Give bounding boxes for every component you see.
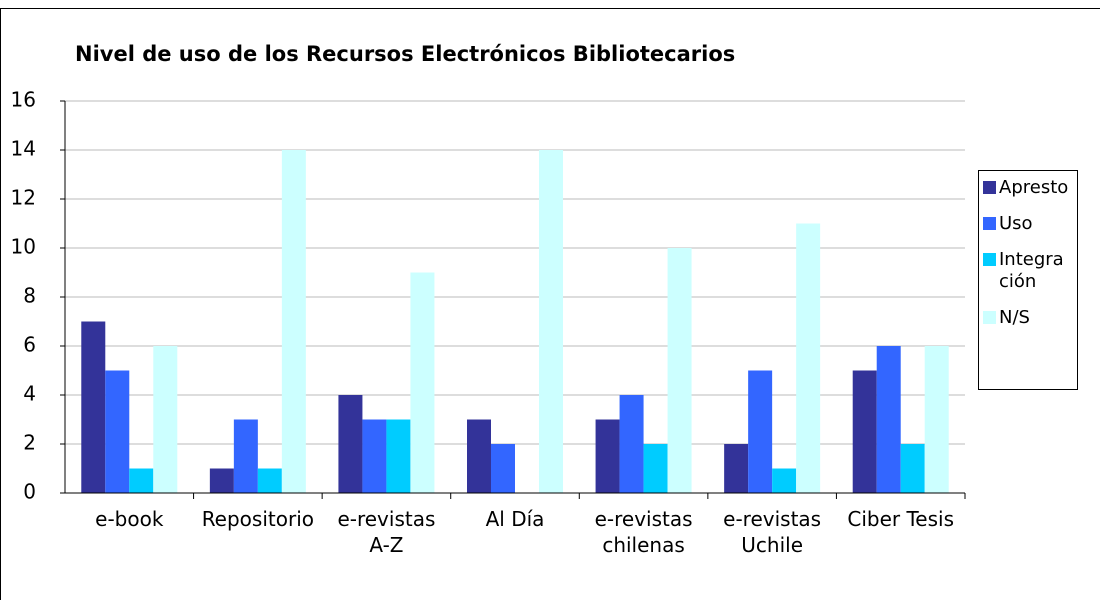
x-tick-label: e-book — [95, 507, 164, 531]
bar — [539, 150, 563, 493]
legend-label: N/S — [999, 307, 1030, 328]
bar — [724, 444, 749, 493]
y-tick-label: 2 — [23, 431, 36, 455]
legend-swatch — [983, 253, 996, 266]
x-tick-label: Ciber Tesis — [847, 507, 955, 531]
bar — [852, 370, 877, 493]
legend-swatch — [983, 311, 996, 324]
bar — [643, 444, 668, 493]
bar — [257, 468, 282, 493]
legend-item: Apresto — [983, 177, 1073, 199]
bar — [386, 419, 411, 493]
bar — [667, 248, 692, 493]
bar — [338, 395, 363, 493]
bar — [491, 444, 515, 493]
legend: Apresto Uso Integración N/S — [978, 170, 1078, 390]
bar — [595, 419, 620, 493]
y-tick-label: 12 — [11, 186, 36, 210]
legend-item: Uso — [983, 213, 1073, 235]
legend-swatch — [983, 217, 996, 230]
bar — [153, 346, 178, 493]
y-tick-label: 8 — [23, 284, 36, 308]
bar — [81, 321, 106, 493]
x-tick-label: Repositorio — [201, 507, 314, 531]
bar — [876, 346, 901, 493]
y-tick-label: 6 — [23, 333, 36, 357]
bar — [772, 468, 797, 493]
frame — [0, 8, 1100, 600]
bar — [924, 346, 949, 493]
x-tick-label: e-revistas A-Z — [337, 507, 436, 557]
y-tick-label: 4 — [23, 382, 36, 406]
bar — [281, 150, 306, 493]
y-tick-label: 14 — [11, 137, 36, 161]
legend-label: Uso — [999, 213, 1033, 234]
bar — [900, 444, 925, 493]
bar — [233, 419, 258, 493]
bar — [129, 468, 154, 493]
legend-item: Integración — [983, 249, 1073, 293]
bar — [619, 395, 644, 493]
legend-label: Apresto — [999, 177, 1069, 198]
x-tick-label: e-revistas Uchile — [723, 507, 822, 557]
bar — [209, 468, 234, 493]
chart-title: Nivel de uso de los Recursos Electrónico… — [75, 42, 736, 66]
bar — [796, 223, 821, 493]
x-tick-label: Al Día — [485, 507, 545, 531]
y-tick-label: 0 — [23, 480, 36, 504]
x-tick-label: e-revistas chilenas — [594, 507, 693, 557]
legend-label: Integración — [999, 249, 1064, 292]
legend-swatch — [983, 181, 996, 194]
y-tick-label: 16 — [11, 88, 36, 112]
bar — [362, 419, 387, 493]
bar — [105, 370, 130, 493]
bar — [467, 419, 491, 493]
bar — [748, 370, 773, 493]
bar — [410, 272, 435, 493]
y-tick-label: 10 — [11, 235, 36, 259]
legend-item: N/S — [983, 307, 1073, 329]
